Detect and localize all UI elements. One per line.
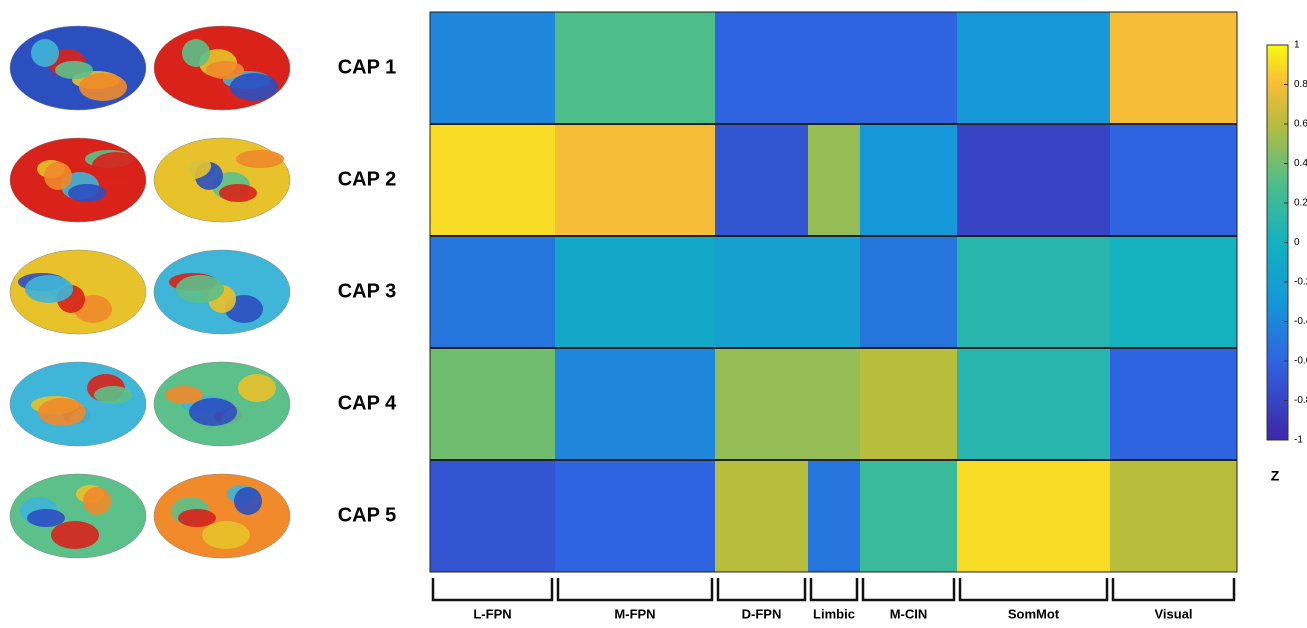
heatmap-cell (715, 124, 808, 236)
brain-patch (176, 275, 224, 303)
brain-patch (79, 73, 127, 101)
heatmap-cell (430, 460, 555, 572)
brain-patch (51, 521, 99, 549)
heatmap-cell (808, 12, 860, 124)
brain-patch (38, 398, 86, 426)
colorbar-tick-label: -0.2 (1294, 277, 1307, 288)
heatmap-cell (860, 124, 957, 236)
brain-patch (92, 152, 140, 180)
colorbar-tick-label: -1 (1294, 435, 1303, 446)
brain-patch (238, 374, 276, 402)
brain-patch (25, 275, 73, 303)
heatmap-cell (957, 12, 1110, 124)
column-label: SomMot (1008, 606, 1060, 621)
colorbar-tick-label: -0.4 (1294, 316, 1307, 327)
heatmap-cell (957, 460, 1110, 572)
bracket (1111, 578, 1236, 602)
brain-patch (178, 509, 216, 527)
row-label: CAP 1 (338, 56, 397, 78)
brain-patch (182, 39, 210, 67)
column-label: M-FPN (614, 606, 655, 621)
brain-patch (202, 521, 250, 549)
heatmap-cell (1110, 460, 1237, 572)
colorbar-tick-label: 0 (1294, 237, 1300, 248)
heatmap-cell (1110, 12, 1237, 124)
colorbar-label: Z (1271, 468, 1280, 484)
heatmap-cell (957, 348, 1110, 460)
heatmap-cell (555, 124, 715, 236)
heatmap-cell (555, 348, 715, 460)
heatmap-cell (957, 236, 1110, 348)
brain-patch (163, 152, 211, 180)
heatmap-cell (860, 348, 957, 460)
column-label: D-FPN (742, 606, 782, 621)
row-label: CAP 5 (338, 504, 397, 526)
brain-patch (236, 150, 284, 168)
colorbar-tick-label: 0.4 (1294, 158, 1307, 169)
heatmap-frame (429, 11, 1238, 573)
heatmap-cell (1110, 236, 1237, 348)
bracket (431, 578, 554, 602)
row-label: CAP 2 (338, 168, 397, 190)
brain-patch (230, 73, 278, 101)
heatmap-cell (860, 236, 957, 348)
brain-patch (219, 184, 257, 202)
brain-patch (165, 386, 203, 404)
colorbar-tick-label: 0.6 (1294, 119, 1307, 130)
heatmap-cell (715, 460, 808, 572)
colorbar-tick-label: 0.2 (1294, 198, 1307, 209)
brain (9, 473, 147, 559)
heatmap-cell (430, 236, 555, 348)
row-label: CAP 3 (338, 280, 397, 302)
bracket (716, 578, 807, 602)
brain-patch (83, 487, 111, 515)
heatmap-cell (957, 124, 1110, 236)
brain-patch (68, 184, 106, 202)
heatmap-cell (808, 460, 860, 572)
heatmap-cell (555, 460, 715, 572)
heatmap-cell (430, 12, 555, 124)
brain-patch (189, 398, 237, 426)
heatmap-cell (1110, 348, 1237, 460)
brain-patch (206, 61, 244, 79)
heatmap-cell (430, 348, 555, 460)
brain-renderings (9, 25, 291, 559)
bracket (861, 578, 956, 602)
heatmap-cell (715, 12, 808, 124)
bracket (958, 578, 1109, 602)
heatmap-cell (715, 348, 808, 460)
column-label: M-CIN (890, 606, 928, 621)
column-label: Visual (1154, 606, 1192, 621)
colorbar-tick-label: -0.6 (1294, 356, 1307, 367)
heatmap-cell (808, 348, 860, 460)
brain-patch (44, 162, 72, 190)
column-label: L-FPN (473, 606, 511, 621)
bracket (809, 578, 859, 602)
column-label: Limbic (813, 606, 855, 621)
heatmap-cell (860, 12, 957, 124)
heatmap-cell (555, 12, 715, 124)
heatmap-cell (430, 124, 555, 236)
heatmap-cell (808, 236, 860, 348)
brain-patch (55, 61, 93, 79)
heatmap-cell (860, 460, 957, 572)
colorbar-tick-label: 1 (1294, 40, 1300, 51)
heatmap-cell (808, 124, 860, 236)
brain-patch (232, 263, 270, 281)
colorbar-tick-label: -0.8 (1294, 395, 1307, 406)
brain-patch (234, 487, 262, 515)
colorbar-tick-label: 0.8 (1294, 79, 1307, 90)
heatmap-cell (1110, 124, 1237, 236)
brain-patch (27, 509, 65, 527)
row-label: CAP 4 (338, 392, 397, 414)
heatmap-cell (715, 236, 808, 348)
bracket (556, 578, 714, 602)
heatmap-cell (555, 236, 715, 348)
brain-patch (94, 386, 132, 404)
brain-patch (81, 263, 119, 281)
brain-patch (31, 39, 59, 67)
